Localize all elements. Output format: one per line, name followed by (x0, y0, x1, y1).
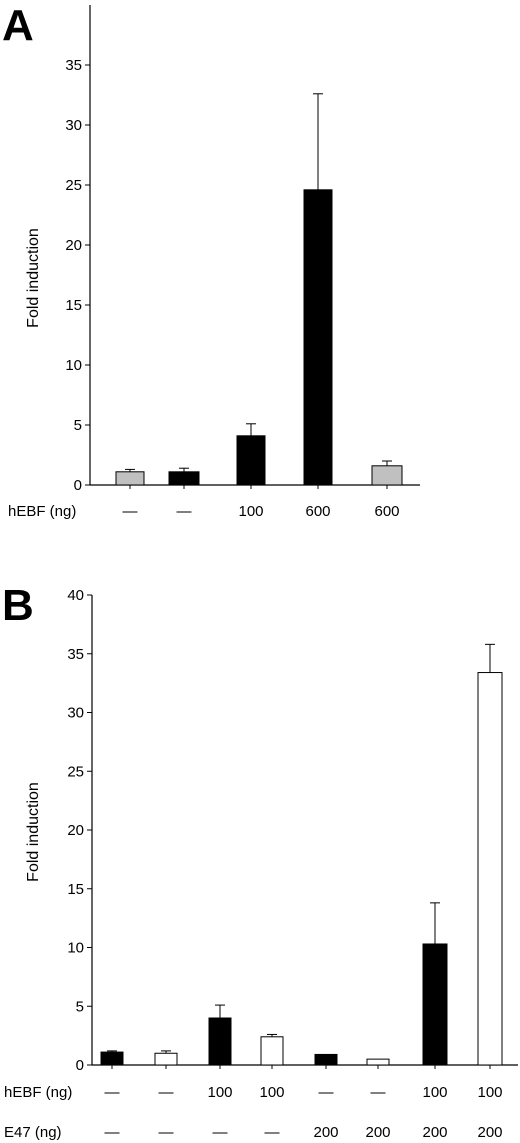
bar-a-5 (371, 465, 403, 486)
condition-value-b: 100 (422, 1084, 447, 1101)
bar-a-4 (303, 189, 333, 486)
y-tick-label-a: 20 (65, 237, 82, 254)
condition-value-b: 100 (207, 1084, 232, 1101)
panel-b: B Fold induction 0 5 10 15 20 25 30 35 40 hEBF (… (2, 581, 518, 1141)
condition-value-a: — (177, 503, 192, 520)
condition-value-a: 600 (305, 503, 330, 520)
condition-value-b: 100 (259, 1084, 284, 1101)
y-axis-title-b: Fold induction (25, 782, 42, 882)
condition-value-a: 100 (238, 503, 263, 520)
condition-value-b: — (319, 1084, 334, 1101)
condition-row-label-a: hEBF (ng) (8, 503, 76, 520)
condition-value-b: — (105, 1124, 120, 1141)
y-tick-label-a: 25 (65, 177, 82, 194)
condition-value-a: — (123, 503, 138, 520)
y-tick-label-b: 0 (76, 1057, 84, 1074)
condition-value-b: — (105, 1084, 120, 1101)
condition-row-label-b: hEBF (ng) (4, 1084, 72, 1101)
y-tick-label-b: 5 (76, 998, 84, 1015)
condition-row-label-b: E47 (ng) (4, 1124, 62, 1141)
bar-b-7 (422, 943, 448, 1066)
panel-letter-a: A (2, 1, 34, 50)
y-tick-label-a: 5 (74, 417, 82, 434)
y-tick-label-b: 30 (67, 705, 84, 722)
y-tick-label-b: 40 (67, 587, 84, 604)
bar-a-2 (168, 471, 200, 486)
axes-a: 0 5 10 15 20 25 30 35 (65, 5, 420, 494)
condition-value-b: 200 (365, 1124, 390, 1141)
condition-value-b: — (213, 1124, 228, 1141)
condition-value-b: — (371, 1084, 386, 1101)
bar-b-5 (314, 1053, 338, 1066)
axes-b: 0 5 10 15 20 25 30 35 40 (67, 587, 518, 1074)
condition-value-b: 200 (313, 1124, 338, 1141)
bar-b-1 (100, 1051, 124, 1066)
bar-b-2 (154, 1052, 178, 1066)
bar-a-3 (236, 435, 266, 486)
y-tick-label-a: 30 (65, 117, 82, 134)
condition-value-b: 200 (422, 1124, 447, 1141)
condition-value-a: 600 (374, 503, 399, 520)
y-tick-label-b: 15 (67, 881, 84, 898)
condition-value-b: 200 (477, 1124, 502, 1141)
y-tick-label-a: 0 (74, 477, 82, 494)
y-axis-title-a: Fold induction (25, 228, 42, 328)
condition-labels-b: hEBF (ng) — — 100 100 — — 100 100 E47 (ng) — — — — 200… (4, 1084, 503, 1141)
condition-value-b: — (265, 1124, 280, 1141)
panel-a: A Fold induction 0 5 10 15 20 25 30 35 hEBF (ng… (2, 1, 420, 520)
y-tick-label-b: 10 (67, 940, 84, 957)
y-tick-label-b: 35 (67, 646, 84, 663)
condition-value-b: 100 (477, 1084, 502, 1101)
bar-b-8 (477, 672, 503, 1066)
bars-a (115, 93, 403, 486)
y-tick-label-a: 35 (65, 57, 82, 74)
y-tick-label-b: 25 (67, 763, 84, 780)
y-tick-label-a: 15 (65, 297, 82, 314)
bar-b-3 (208, 1017, 232, 1066)
bars-b (100, 643, 503, 1066)
condition-value-b: — (159, 1124, 174, 1141)
bar-b-4 (260, 1036, 284, 1066)
bar-a-1 (115, 471, 145, 486)
panel-letter-b: B (2, 581, 34, 630)
y-tick-label-a: 10 (65, 357, 82, 374)
condition-labels-a: hEBF (ng) — — 100 600 600 (8, 503, 400, 520)
y-tick-label-b: 20 (67, 822, 84, 839)
bar-b-6 (366, 1058, 390, 1066)
condition-value-b: — (159, 1084, 174, 1101)
